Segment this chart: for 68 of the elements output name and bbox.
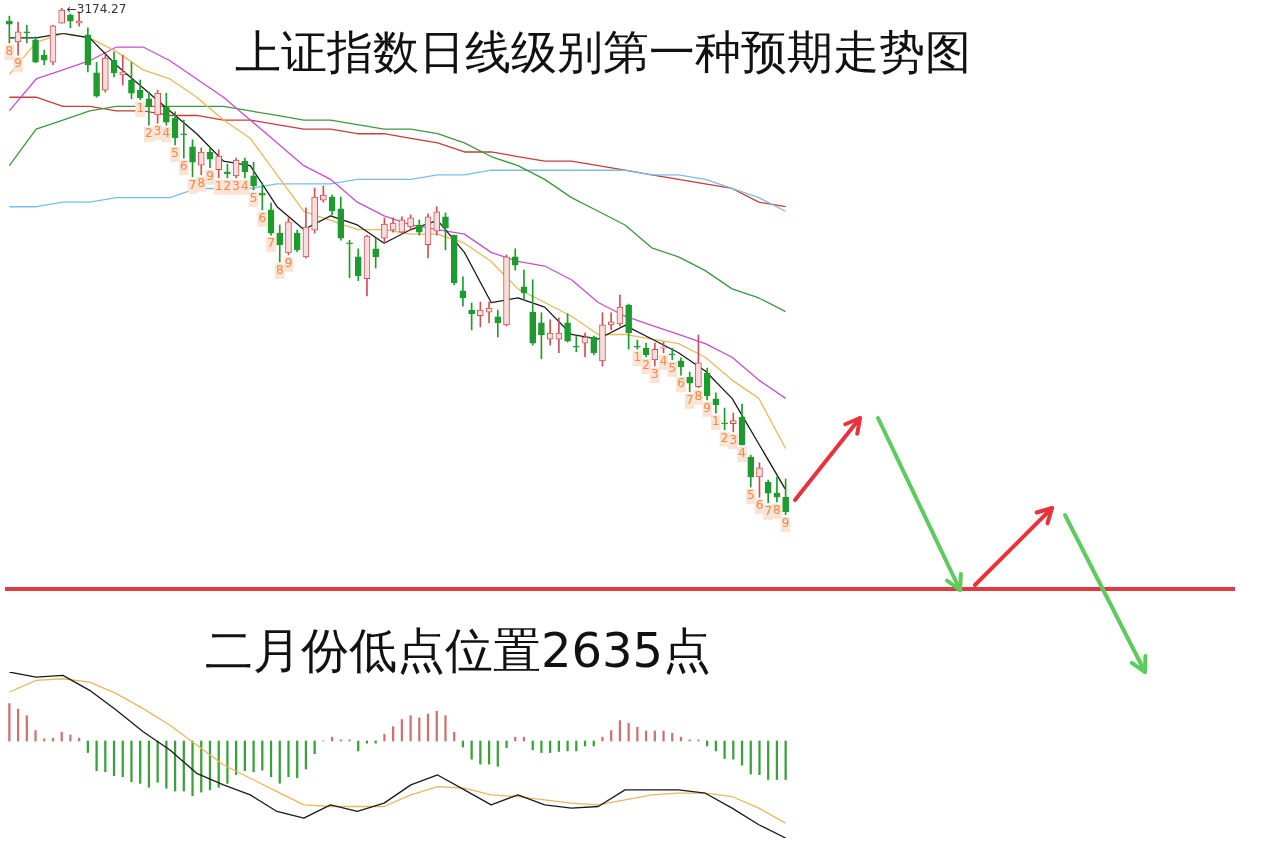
bar bbox=[409, 715, 412, 742]
text: 7 bbox=[267, 236, 275, 251]
text: 7 bbox=[685, 392, 694, 407]
bar bbox=[601, 736, 604, 742]
text: 4 bbox=[738, 446, 746, 461]
text: 6 bbox=[755, 498, 764, 513]
candlestick bbox=[773, 476, 781, 503]
chart-title: 上证指数日线级别第一种预期走势图 bbox=[235, 24, 971, 80]
text: 2 bbox=[223, 178, 232, 193]
bar bbox=[444, 715, 447, 742]
text: 4 bbox=[241, 178, 249, 193]
text: 8 bbox=[773, 502, 781, 517]
text: 4 bbox=[162, 126, 171, 141]
text: 5 bbox=[249, 191, 258, 206]
bar bbox=[505, 740, 508, 748]
text: 7 bbox=[764, 503, 773, 518]
text: 2 bbox=[642, 357, 650, 372]
bar bbox=[540, 740, 543, 753]
bar bbox=[383, 734, 386, 742]
text: 1 bbox=[712, 414, 720, 429]
text: 9 bbox=[781, 516, 790, 531]
text: 5 bbox=[171, 146, 179, 161]
bar bbox=[130, 740, 133, 783]
bar bbox=[252, 740, 255, 773]
text: 8 bbox=[275, 263, 284, 278]
candlestick bbox=[572, 335, 580, 353]
bar bbox=[191, 740, 194, 796]
candlestick bbox=[668, 347, 676, 361]
text: 2 bbox=[720, 430, 729, 445]
text: 3 bbox=[232, 178, 240, 193]
text: 7 bbox=[188, 177, 197, 192]
text: 1 bbox=[633, 350, 642, 365]
text: 8 bbox=[197, 175, 206, 190]
text: 3 bbox=[153, 124, 162, 139]
bar bbox=[365, 740, 369, 744]
text: 9 bbox=[206, 168, 214, 183]
text: 3 bbox=[729, 432, 738, 447]
text: 9 bbox=[284, 256, 293, 271]
text: 3 bbox=[650, 367, 659, 382]
text: 2 bbox=[145, 126, 153, 141]
bar bbox=[374, 740, 377, 744]
bar bbox=[43, 738, 46, 742]
text: 8 bbox=[694, 388, 703, 403]
candlestick bbox=[180, 119, 188, 159]
annotation: 二月份低点位置2635点 bbox=[205, 621, 712, 680]
bar bbox=[226, 740, 229, 784]
text: 6 bbox=[677, 376, 685, 391]
text: 6 bbox=[258, 210, 267, 225]
text: 8 bbox=[5, 44, 14, 59]
candlestick bbox=[729, 412, 737, 433]
bar bbox=[723, 740, 726, 759]
text: 5 bbox=[668, 360, 677, 375]
text: 1 bbox=[136, 100, 145, 115]
text: 6 bbox=[179, 159, 188, 174]
bar bbox=[662, 730, 665, 742]
annotation: ←3174.27 bbox=[66, 2, 127, 17]
text: 1 bbox=[214, 178, 223, 193]
bar bbox=[758, 740, 761, 775]
text: 4 bbox=[659, 353, 668, 368]
text: 9 bbox=[14, 56, 22, 71]
text: 9 bbox=[703, 401, 711, 416]
bar bbox=[95, 740, 98, 772]
bar bbox=[566, 740, 569, 752]
bar bbox=[34, 730, 37, 742]
bar bbox=[69, 734, 72, 742]
text: 5 bbox=[746, 488, 755, 503]
bar bbox=[287, 740, 290, 778]
candlestick bbox=[23, 24, 31, 44]
